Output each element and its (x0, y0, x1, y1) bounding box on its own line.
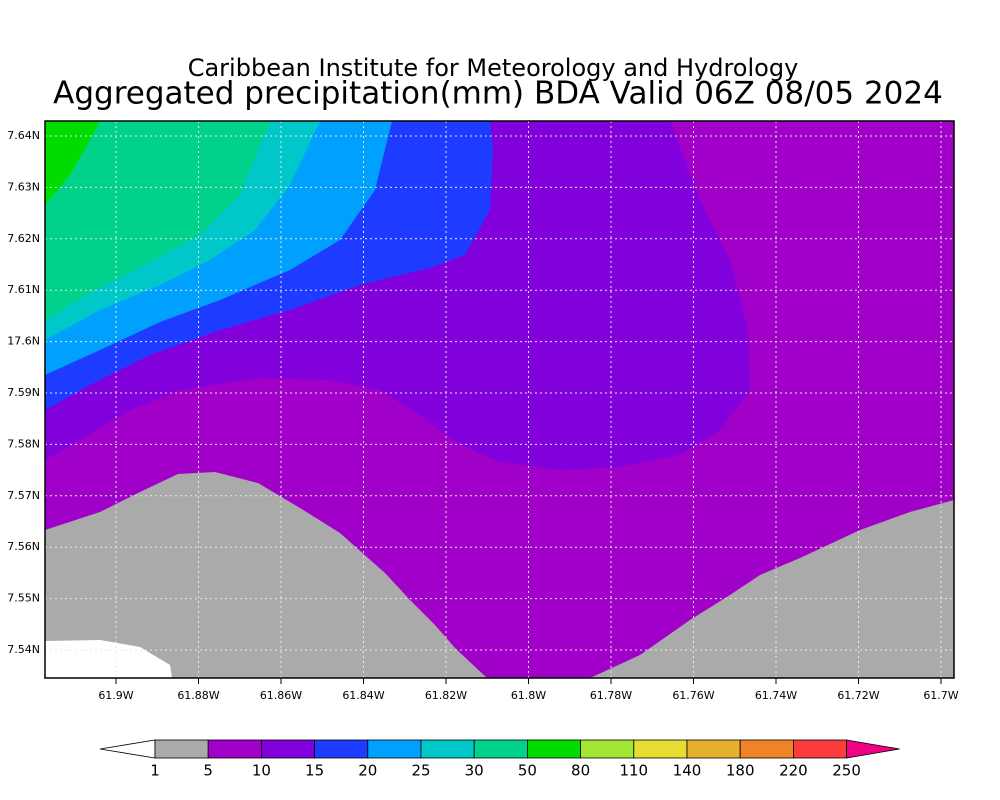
colorbar-box (473, 739, 528, 759)
colorbar-box (207, 739, 262, 759)
x-tick-label: 61.78W (590, 689, 632, 702)
y-tick-label: 17.6N (7, 335, 40, 348)
colorbar-label: 10 (252, 762, 271, 780)
colorbar-high-arrow (846, 739, 900, 759)
x-tick-label: 61.7W (923, 689, 958, 702)
colorbar-label: 50 (518, 762, 537, 780)
colorbar-box (260, 739, 315, 759)
colorbar-label: 20 (358, 762, 377, 780)
colorbar-label: 110 (619, 762, 648, 780)
x-tick-label: 61.88W (177, 689, 219, 702)
colorbar-box (420, 739, 475, 759)
y-tick-label: 7.63N (7, 180, 40, 193)
y-tick-label: 7.54N (7, 643, 40, 656)
title-line1: Caribbean Institute for Meteorology and … (188, 54, 799, 82)
x-tick-label: 61.74W (755, 689, 797, 702)
colorbar-box (633, 739, 688, 759)
y-tick-label: 7.59N (7, 386, 40, 399)
contour-1-5-west (45, 472, 487, 678)
colorbar-label: 30 (465, 762, 484, 780)
colorbar-box (739, 739, 794, 759)
colorbar-box (793, 739, 848, 759)
colorbar-label: 140 (673, 762, 702, 780)
colorbar-low-arrow (99, 739, 156, 759)
x-tick-label: 61.84W (342, 689, 384, 702)
colorbar-label: 220 (779, 762, 808, 780)
colorbar-label: 80 (571, 762, 590, 780)
contour-1-5-east (590, 500, 954, 678)
colorbar-label: 1 (150, 762, 160, 780)
plot-frame (44, 120, 955, 679)
colorbar-box (314, 739, 369, 759)
colorbar-label: 25 (411, 762, 430, 780)
colorbar-label: 180 (726, 762, 755, 780)
colorbar-label: 15 (305, 762, 324, 780)
colorbar-box (367, 739, 422, 759)
title-line2: Aggregated precipitation(mm) BDA Valid 0… (53, 76, 943, 112)
x-tick-label: 61.72W (837, 689, 879, 702)
contour-30-50 (45, 121, 272, 320)
contour-field (45, 121, 954, 678)
x-tick-label: 61.86W (260, 689, 302, 702)
x-tick-label: 61.82W (425, 689, 467, 702)
colorbar-label: 5 (203, 762, 213, 780)
y-tick-label: 7.64N (7, 129, 40, 142)
y-tick-label: 7.57N (7, 489, 40, 502)
x-tick-label: 61.8W (511, 689, 546, 702)
colorbar-label: 250 (832, 762, 861, 780)
colorbar-box (154, 739, 209, 759)
y-tick-label: 7.58N (7, 437, 40, 450)
y-tick-label: 7.56N (7, 540, 40, 553)
y-tick-label: 7.61N (7, 283, 40, 296)
colorbar: 1 5 10 15 20 25 30 50 80 110 140 180 220 250 (99, 739, 900, 780)
x-tick-label: 61.9W (98, 689, 133, 702)
x-tick-label: 61.76W (672, 689, 714, 702)
contour-50-80 (45, 121, 100, 205)
y-tick-label: 7.55N (7, 592, 40, 605)
grid: 61.9W 61.88W 61.86W 61.84W 61.82W 61.8W 61.78W… (7, 121, 959, 702)
colorbar-box (686, 739, 741, 759)
colorbar-box (580, 739, 635, 759)
colorbar-box (527, 739, 582, 759)
y-tick-label: 7.62N (7, 232, 40, 245)
